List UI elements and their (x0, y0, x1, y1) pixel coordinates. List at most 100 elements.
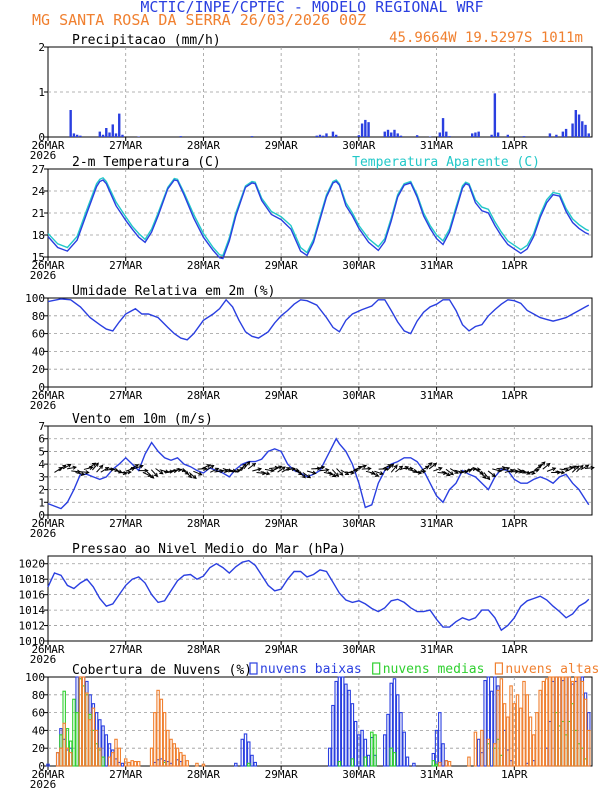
cloud-bar (386, 713, 390, 767)
precip-x-year-label: 2026 (30, 149, 57, 162)
precip-bar (574, 110, 578, 137)
wind-y-tick-label: 2 (38, 484, 45, 497)
cloud-bar (81, 676, 86, 767)
cloud-bar (531, 734, 536, 767)
precip-bar (438, 132, 442, 137)
wind-vector-head (210, 464, 215, 469)
wind-vector (382, 464, 392, 470)
cloud-bar (195, 762, 199, 767)
cloud-bar (123, 758, 128, 767)
cloud-bar (75, 712, 79, 767)
cloud-bar (567, 676, 572, 767)
wind-vector-head (428, 462, 433, 467)
wind-vector-head (374, 472, 380, 477)
wind-vector (273, 465, 282, 471)
wind-vector-head (367, 466, 372, 471)
clouds-x-tick-label: 28MAR (187, 768, 220, 781)
precip-bar (108, 132, 111, 137)
wind-vector (349, 469, 358, 473)
cloud-bar (370, 731, 374, 767)
cloud-bar (548, 676, 552, 767)
wind-vector (214, 470, 224, 473)
wind-vector (445, 468, 454, 476)
precip-x-tick-label: 31MAR (420, 139, 453, 152)
wind-vector-head (127, 470, 132, 475)
cloud-bar (344, 683, 348, 767)
wind-vector-head (432, 462, 438, 467)
wind-vector (538, 461, 546, 469)
cloud-bar (476, 738, 481, 767)
precip-y-tick-label: 1 (38, 86, 45, 99)
wind-vector (252, 468, 262, 472)
precip-bar (334, 134, 338, 137)
temperature-x-tick-label: 26MAR (31, 259, 64, 272)
cloud-bar (136, 760, 141, 767)
wind-vector (492, 468, 502, 472)
clouds-title: Cobertura de Nuvens (%) (72, 663, 252, 678)
wind-vector (134, 465, 144, 470)
cloud-bar (172, 743, 177, 767)
wind-vector (62, 463, 71, 470)
cloud-bar (94, 729, 99, 767)
temperature-y-tick-label: 15 (32, 251, 45, 264)
cloud-bar (179, 752, 183, 767)
cloud-bar (557, 676, 562, 767)
cloud-bar (240, 738, 245, 767)
wind-vector-head (206, 464, 211, 469)
precip-bar (386, 129, 390, 137)
precip-bar (506, 134, 510, 137)
wind-vector (542, 463, 551, 470)
wind-vector (188, 472, 197, 479)
temperature-legend-apparent: Temperatura Aparente (C) (352, 155, 540, 170)
wind-vector (449, 468, 459, 474)
cloud-bar (104, 734, 109, 767)
wind-vector (475, 468, 484, 475)
cloud-bar (65, 747, 70, 767)
precip-bar (79, 135, 82, 137)
wind-vector (218, 469, 228, 472)
wind-vector (462, 469, 472, 473)
precip-bar (364, 119, 367, 137)
cloud-bar (357, 734, 361, 767)
cloud-bar (120, 762, 125, 767)
cloud-bar (528, 716, 533, 767)
cloud-bar (78, 676, 83, 767)
cloud-bar (434, 729, 439, 767)
wind-vector (298, 471, 306, 479)
humidity-y-tick-label: 0 (38, 381, 45, 394)
wind-vector-head (192, 474, 197, 480)
pressure-x-tick-label: 29MAR (265, 643, 298, 656)
wind-vector (407, 469, 417, 473)
precip-bar (584, 124, 587, 137)
cloud-bar (405, 756, 410, 767)
wind-vector (336, 468, 344, 476)
wind-vector (100, 467, 109, 473)
wind-vector-head (281, 466, 286, 471)
precip-bar (360, 123, 364, 137)
wind-y-tick-label: 0 (38, 509, 45, 522)
cloud-bar (182, 754, 186, 767)
cloud-bar (149, 747, 154, 767)
precip-bar (470, 133, 474, 137)
wind-vector (75, 471, 85, 476)
wind-vector (201, 464, 211, 470)
wind-x-tick-label: 26MAR (31, 517, 64, 530)
wind-vector (243, 461, 251, 470)
wind-vector (567, 465, 577, 471)
wind-vector-head (334, 472, 340, 477)
wind-vector (580, 464, 589, 471)
wind-vector-head (325, 467, 330, 473)
wind-vector-head (357, 465, 363, 470)
wind-vector (441, 471, 451, 476)
cloud-bar (444, 760, 449, 767)
clouds-x-tick-label: 30MAR (342, 768, 375, 781)
wind-vector-head (134, 464, 140, 468)
wind-vector (193, 470, 202, 476)
precip-bar (357, 135, 361, 137)
wind-y-tick-label: 6 (38, 433, 45, 446)
precip-bar (105, 128, 108, 137)
temperature-x-tick-label: 31MAR (420, 259, 453, 272)
wind-vector (369, 472, 379, 477)
